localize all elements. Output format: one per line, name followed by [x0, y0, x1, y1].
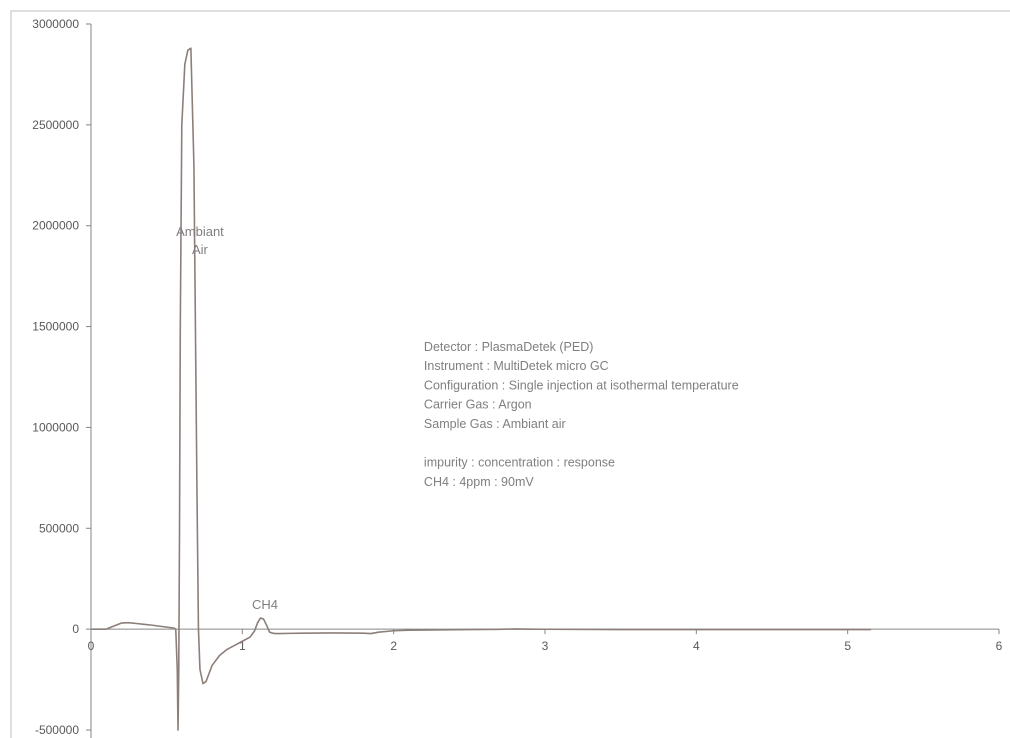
info-text-line: Carrier Gas : Argon: [424, 398, 532, 412]
y-tick-label: -500000: [35, 723, 79, 737]
y-tick-label: 2000000: [32, 219, 79, 233]
x-tick-label: 0: [88, 639, 95, 653]
x-tick-label: 3: [542, 639, 549, 653]
x-tick-label: 4: [693, 639, 700, 653]
info-text-line: Detector : PlasmaDetek (PED): [424, 340, 594, 354]
y-tick-label: 1500000: [32, 320, 79, 334]
peak-label-line: CH4: [252, 597, 278, 612]
x-tick-label: 5: [844, 639, 851, 653]
info-text-line: CH4 : 4ppm : 90mV: [424, 475, 534, 489]
y-tick-label: 2500000: [32, 118, 79, 132]
info-text-line: Sample Gas : Ambiant air: [424, 417, 566, 431]
info-text-line: [424, 436, 427, 450]
y-tick-label: 1000000: [32, 420, 79, 434]
x-tick-label: 2: [390, 639, 397, 653]
y-tick-label: 0: [72, 622, 79, 636]
info-text-line: Instrument : MultiDetek micro GC: [424, 359, 609, 373]
y-tick-label: 3000000: [32, 17, 79, 31]
x-tick-label: 1: [239, 639, 246, 653]
y-tick-label: 500000: [39, 521, 79, 535]
x-tick-label: 6: [996, 639, 1003, 653]
series-layer: [90, 47, 872, 731]
info-text-line: Configuration : Single injection at isot…: [424, 378, 739, 392]
peak-label-line: Ambiant: [176, 224, 224, 239]
peak-label-ch4: CH4: [252, 597, 278, 612]
info-text-line: impurity : concentration : response: [424, 456, 615, 470]
peak-label-ambiant-air: Ambiant Air: [176, 224, 224, 257]
annotation-layer: Ambiant Air CH4 Detector : PlasmaDetek (PED…: [176, 224, 739, 612]
chart-border: [10, 10, 1010, 738]
peak-label-line: Air: [192, 242, 209, 257]
series-line: [90, 47, 872, 731]
info-text-block: Detector : PlasmaDetek (PED) Instrument :…: [424, 340, 739, 489]
